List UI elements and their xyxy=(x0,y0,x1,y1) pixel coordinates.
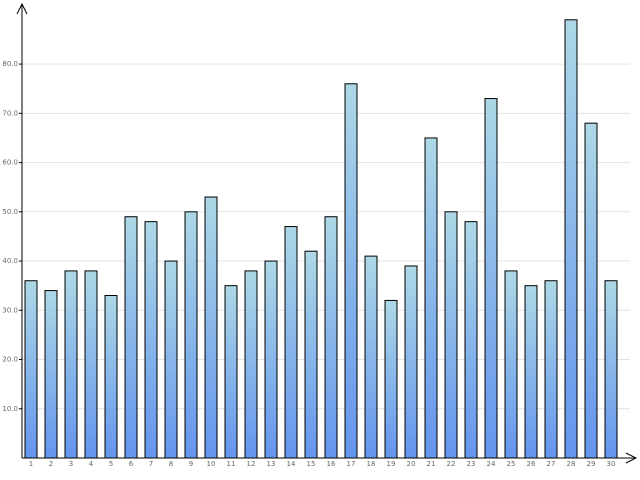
y-axis-arrow xyxy=(16,2,28,15)
x-tick-label: 13 xyxy=(267,460,276,468)
bar xyxy=(384,299,398,459)
x-tick-label: 6 xyxy=(129,460,134,468)
bar xyxy=(164,260,178,459)
bar xyxy=(144,221,158,459)
x-tick-label: 29 xyxy=(587,460,596,468)
x-tick-label: 30 xyxy=(607,460,616,468)
bar xyxy=(404,265,418,459)
bar xyxy=(104,295,118,459)
x-tick-label: 22 xyxy=(447,460,456,468)
x-tick-label: 23 xyxy=(467,460,476,468)
bar xyxy=(344,83,358,459)
x-tick-label: 17 xyxy=(347,460,356,468)
x-tick-label: 27 xyxy=(547,460,556,468)
bar xyxy=(124,216,138,459)
x-tick-label: 25 xyxy=(507,460,516,468)
y-tick-label: 30.0 xyxy=(2,306,18,314)
bar xyxy=(444,211,458,459)
y-tick-label: 80.0 xyxy=(2,60,18,68)
x-tick-label: 16 xyxy=(327,460,336,468)
x-tick-label: 8 xyxy=(169,460,173,468)
y-tick-label: 20.0 xyxy=(2,356,18,364)
bar xyxy=(184,211,198,459)
bar xyxy=(204,196,218,459)
x-tick-label: 1 xyxy=(29,460,33,468)
bar xyxy=(584,122,598,459)
x-tick-label: 5 xyxy=(109,460,113,468)
x-tick-label: 7 xyxy=(149,460,153,468)
y-tick-label: 40.0 xyxy=(2,257,18,265)
x-tick-label: 10 xyxy=(207,460,216,468)
x-tick-label: 9 xyxy=(189,460,193,468)
bar xyxy=(364,255,378,459)
bar xyxy=(44,290,58,459)
x-tick-label: 15 xyxy=(307,460,316,468)
y-tick-label: 70.0 xyxy=(2,109,18,117)
y-tick-label: 10.0 xyxy=(2,405,18,413)
x-tick-label: 11 xyxy=(227,460,236,468)
x-axis-arrow xyxy=(625,452,638,464)
x-tick-label: 2 xyxy=(49,460,53,468)
bar xyxy=(504,270,518,459)
bar xyxy=(604,280,618,459)
bar xyxy=(264,260,278,459)
x-tick-label: 4 xyxy=(89,460,94,468)
x-tick-label: 12 xyxy=(247,460,256,468)
y-tick-label: 50.0 xyxy=(2,208,18,216)
bar xyxy=(464,221,478,459)
x-tick-label: 20 xyxy=(407,460,416,468)
bar xyxy=(24,280,38,459)
x-tick-label: 26 xyxy=(527,460,536,468)
bar xyxy=(224,285,238,459)
bar xyxy=(64,270,78,459)
bar xyxy=(84,270,98,459)
bar xyxy=(304,250,318,459)
x-tick-label: 18 xyxy=(367,460,376,468)
x-tick-label: 3 xyxy=(69,460,73,468)
bar xyxy=(564,19,578,459)
x-tick-label: 28 xyxy=(567,460,576,468)
bar xyxy=(544,280,558,459)
x-tick-label: 14 xyxy=(287,460,296,468)
x-tick-label: 24 xyxy=(487,460,496,468)
bar xyxy=(244,270,258,459)
bar xyxy=(284,226,298,459)
x-tick-label: 21 xyxy=(427,460,436,468)
x-tick-label: 19 xyxy=(387,460,396,468)
bar xyxy=(324,216,338,459)
bar xyxy=(424,137,438,459)
bar xyxy=(484,98,498,459)
y-tick-label: 60.0 xyxy=(2,159,18,167)
bar xyxy=(524,285,538,459)
